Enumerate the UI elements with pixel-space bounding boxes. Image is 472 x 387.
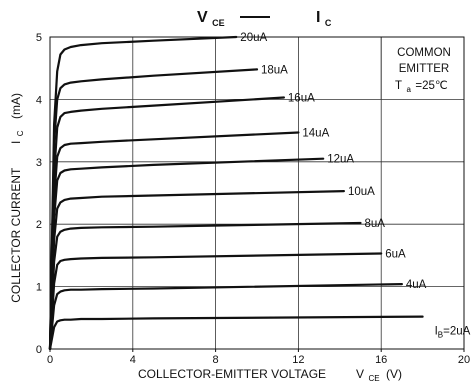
x-tick-label-1: 4 [130,354,136,366]
series-label-18uA: 18uA [261,64,288,76]
series-curve-6uA [48,252,383,351]
annotation-ta-main: T [395,80,402,92]
plot-frame [49,36,465,350]
title-vce-main: V [197,9,208,26]
series-label-12uA: 12uA [327,154,354,166]
series-group [48,35,424,351]
x-axis-title-unit: (V) [386,367,402,381]
series-label-14uA: 14uA [302,127,329,139]
title-ic-sub: C [325,18,332,28]
chart-title: V CE [197,9,225,28]
x-tick-labels: 0 4 8 12 16 20 [47,349,470,366]
series-curve-18uA [48,68,259,351]
annotation-ta-sub: a [406,85,411,94]
x-tick-label-2: 8 [213,354,219,366]
x-tick-label-3: 12 [292,354,304,366]
series-label-6uA: 6uA [385,249,406,261]
y-tick-label-4: 4 [36,94,42,106]
title-ic-main: I [316,9,320,26]
annotation-ta: T a =25℃ [395,76,448,96]
series-curve-14uA [48,131,300,351]
x-tick-label-5: 20 [458,354,470,366]
y-axis-title-main: COLLECTOR CURRENT [9,167,23,303]
series-curve-16uA [48,96,285,351]
annotation-ta-rest: =25℃ [415,80,448,92]
series-curve-10uA [48,190,345,351]
x-axis-title: COLLECTOR-EMITTER VOLTAGE V CE (V) [138,365,402,385]
title-vce-sub: CE [212,18,225,28]
y-tick-label-2: 2 [36,219,42,231]
series-label-16uA: 16uA [288,93,315,105]
annotation-emitter: EMITTER [399,63,449,75]
y-tick-labels: 0 1 2 3 4 5 [36,32,42,356]
series-curve-8uA [48,221,362,351]
y-axis-title-unit: (mA) [9,93,23,119]
series-curve-2uA [48,315,424,351]
svg-text:COLLECTOR CURRENT I: COLLECTOR CURRENT I C (mA) [7,93,27,303]
y-axis-title: COLLECTOR CURRENT I C (mA) [7,93,27,303]
series-label-8uA: 8uA [365,218,386,230]
x-axis-title-sym: V [356,367,364,381]
series-label-2uA: IB=2uA [435,326,471,340]
series-label-10uA: 10uA [348,186,375,198]
title-ic: I C [316,9,332,28]
y-axis-title-sym-sub: C [16,130,25,136]
y-tick-label-1: 1 [36,282,42,294]
series-label-20uA: 20uA [240,32,267,44]
x-tick-label-4: 16 [375,354,387,366]
series-label-4uA: 4uA [406,279,427,291]
series-curve-4uA [48,283,403,351]
y-tick-label-3: 3 [36,157,42,169]
y-tick-label-5: 5 [36,32,42,44]
y-axis-title-sym: I [9,141,23,144]
x-axis-title-main: COLLECTOR-EMITTER VOLTAGE [138,367,326,381]
y-tick-label-0: 0 [36,344,42,356]
series-labels: 20uA 18uA 16uA 14uA 12uA 10uA 8uA 6uA 4uA IB=2uA [240,32,470,340]
annotation-common: COMMON [397,47,451,59]
x-axis-title-sym-sub: CE [368,374,379,383]
series-curve-20uA [48,35,238,351]
series-curve-12uA [48,157,325,351]
x-tick-label-0: 0 [47,354,53,366]
